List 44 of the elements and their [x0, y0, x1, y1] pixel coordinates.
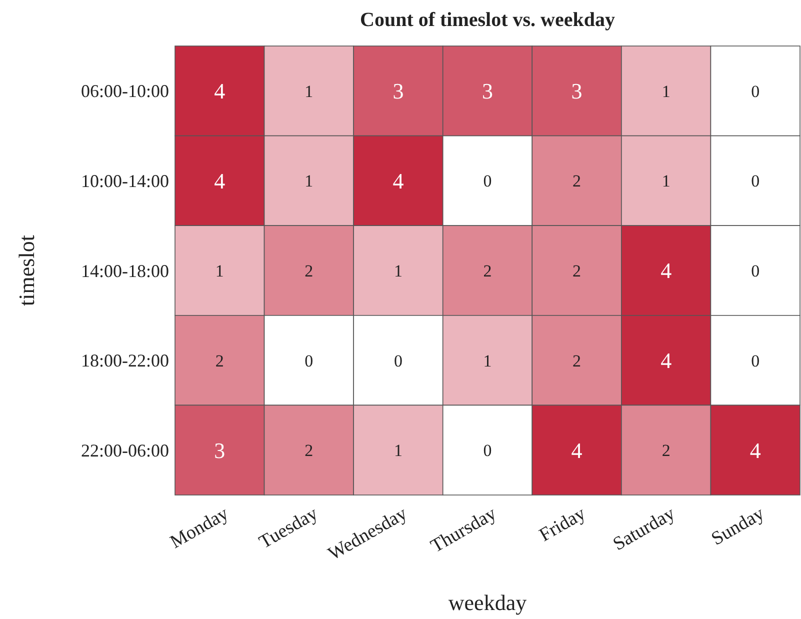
y-tick-label: 14:00-18:00	[81, 260, 169, 281]
y-tick-label: 18:00-22:00	[81, 350, 169, 371]
data-label: 2	[572, 261, 582, 280]
data-label: 0	[751, 351, 760, 370]
data-label: 0	[751, 172, 760, 191]
data-label: 1	[662, 82, 670, 101]
data-label: 1	[304, 82, 314, 101]
x-tick-label: Friday	[536, 502, 590, 546]
y-tick-label: 22:00-06:00	[81, 440, 169, 460]
data-label: 2	[304, 261, 314, 280]
data-label: 4	[571, 438, 582, 463]
data-label: 1	[304, 172, 314, 191]
data-label: 0	[483, 441, 492, 460]
data-label: 2	[483, 261, 492, 280]
data-label: 4	[214, 168, 226, 194]
data-label: 1	[394, 261, 402, 280]
data-label: 3	[214, 438, 226, 463]
data-label: 0	[394, 351, 402, 370]
x-axis-title: weekday	[448, 590, 527, 615]
data-label: 0	[751, 82, 760, 101]
data-label: 0	[304, 351, 314, 370]
data-label: 2	[572, 172, 582, 191]
data-label: 4	[214, 78, 226, 104]
data-label: 0	[483, 172, 492, 191]
data-label: 3	[392, 78, 404, 104]
chart-title: Count of timeslot vs. weekday	[360, 9, 615, 31]
data-label: 3	[571, 78, 582, 104]
y-tick-label: 10:00-14:00	[81, 171, 169, 191]
data-label: 2	[662, 441, 670, 460]
data-label: 4	[750, 438, 761, 463]
data-label: 2	[215, 351, 224, 370]
data-label: 4	[660, 258, 672, 284]
data-label: 4	[660, 348, 672, 373]
data-label: 2	[304, 441, 314, 460]
data-label: 4	[392, 168, 404, 194]
data-label: 1	[662, 172, 670, 191]
data-label: 1	[394, 441, 402, 460]
y-tick-label: 06:00-10:00	[81, 81, 169, 102]
data-label: 2	[572, 351, 582, 370]
y-axis-title: timeslot	[14, 235, 39, 306]
data-label: 1	[215, 261, 224, 280]
data-label: 0	[751, 261, 760, 280]
data-label: 3	[482, 78, 493, 104]
data-label: 1	[483, 351, 492, 370]
